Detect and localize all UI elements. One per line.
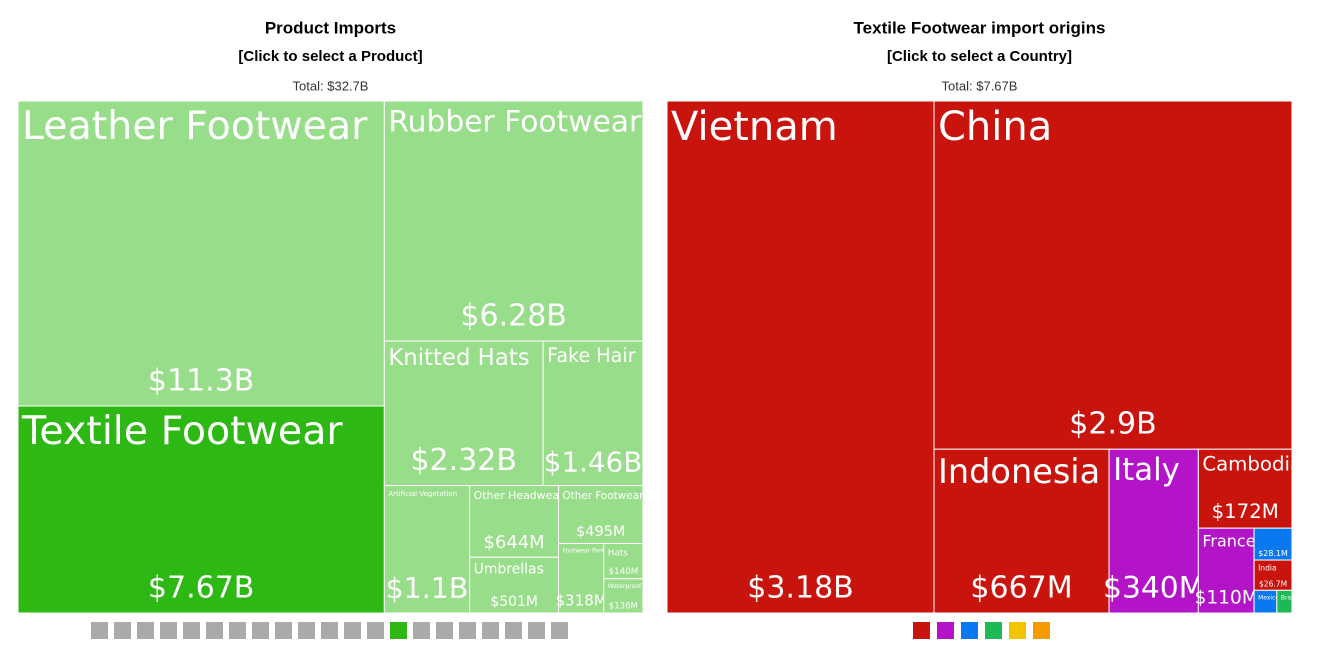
treemap: Vietnam $3.18B China $2.9B Indonesia $667M Ita… [666,100,1302,614]
tile-name: Textile Footwear [21,408,343,454]
tile[interactable] [666,100,935,614]
product-icon[interactable] [183,622,200,639]
tile-name: Leather Footwear [22,103,368,149]
tile-name: Other Headwear [474,489,564,502]
tile-name: Italy [1113,452,1180,488]
chart-title: Textile Footwear import origins [854,18,1106,37]
tile[interactable] [1197,527,1255,614]
region-icon[interactable] [1009,622,1026,639]
tile[interactable] [383,100,644,342]
chart-title: Product Imports [265,18,396,37]
tile-name: Umbrellas [474,562,544,578]
tile-name: China [938,104,1052,150]
tile-value: $110M [1195,588,1258,609]
tile[interactable] [558,542,605,614]
product-icon[interactable] [160,622,177,639]
product-icon[interactable] [252,622,269,639]
product-icon[interactable] [413,622,430,639]
tile-name: France [1202,531,1255,550]
tile-name: Footwear Parts [563,548,608,555]
tile-value: $495M [576,524,625,540]
tile[interactable] [933,100,1293,450]
tile-name: Artificial Vegetation [388,490,457,498]
tile-value: $318M [555,591,606,609]
tile[interactable] [1197,448,1293,529]
product-icon[interactable] [91,622,108,639]
tile-value: $501M [490,594,538,610]
tile-value: $1.1B [386,572,469,605]
tile-name: Other Footwear [563,490,644,502]
product-icon[interactable] [367,622,384,639]
tile-name: India [1258,564,1277,573]
tile[interactable] [1276,589,1293,614]
region-icon[interactable] [937,622,954,639]
tile[interactable] [383,340,544,487]
region-icon[interactable] [985,622,1002,639]
tile-value: $136M [609,602,638,612]
tile-name: Brazil [1281,594,1298,601]
tile-value: $2.32B [410,443,516,478]
tile-name: Fake Hair [547,344,636,367]
product-icon[interactable] [298,622,315,639]
product-icon[interactable] [321,622,338,639]
product-icon-selected[interactable] [390,622,407,639]
tile-value: $28.1M [1258,549,1288,558]
tile[interactable] [17,100,385,407]
tile[interactable] [17,405,385,614]
tile[interactable] [933,448,1110,614]
tile-name: Vietnam [671,104,838,150]
product-icon[interactable] [505,622,522,639]
product-icon[interactable] [275,622,292,639]
treemap: Leather Footwear $11.3B Textile Footwear $7… [17,100,647,614]
tile-name: Indonesia [938,452,1100,491]
product-icon[interactable] [482,622,499,639]
tile-name: Hats [608,548,628,558]
product-icon[interactable] [551,622,568,639]
tile-name: Waterproof... [608,583,647,590]
product-icon[interactable] [229,622,246,639]
product-icon[interactable] [114,622,131,639]
tile-name: Rubber Footwear [388,104,642,139]
chart-subtitle: [Click to select a Product] [238,48,422,65]
product-icon[interactable] [137,622,154,639]
total-label: Total: $32.7B [293,78,369,93]
tile-value: $26.7M [1259,579,1287,588]
product-icon[interactable] [344,622,361,639]
tile[interactable] [1253,527,1293,561]
tile-name: Knitted Hats [388,345,529,371]
tile[interactable] [383,485,471,614]
region-icon[interactable] [1033,622,1050,639]
tile-name: Mexico [1258,594,1279,601]
tile[interactable] [603,578,644,614]
icon-bar-regions [913,622,1050,639]
tile[interactable] [469,556,560,614]
tile-value: $340M [1103,571,1204,606]
tile-value: $2.9B [1069,407,1156,442]
tile-value: $3.18B [747,571,853,606]
tile-value: $644M [484,532,545,553]
region-icon[interactable] [913,622,930,639]
tile-value: $6.28B [460,299,566,334]
tile-value: $7.67B [148,571,254,606]
product-icon[interactable] [206,622,223,639]
tile-value: $667M [970,571,1072,606]
tile[interactable] [542,340,644,487]
tile-name: Cambodia [1202,453,1302,476]
tile[interactable] [1108,448,1199,614]
product-icon[interactable] [528,622,545,639]
icon-bar-products [91,622,568,639]
tile-value: $172M [1212,500,1279,523]
region-icon[interactable] [961,622,978,639]
chart-subtitle: [Click to select a Country] [887,48,1072,65]
product-icon[interactable] [459,622,476,639]
tile[interactable] [1253,559,1293,591]
total-label: Total: $7.67B [942,78,1018,93]
tile[interactable] [603,542,644,580]
tile-value: $1.46B [544,445,642,478]
product-icon[interactable] [436,622,453,639]
tile-value: $11.3B [148,363,254,398]
tile-value: $140M [608,567,638,577]
